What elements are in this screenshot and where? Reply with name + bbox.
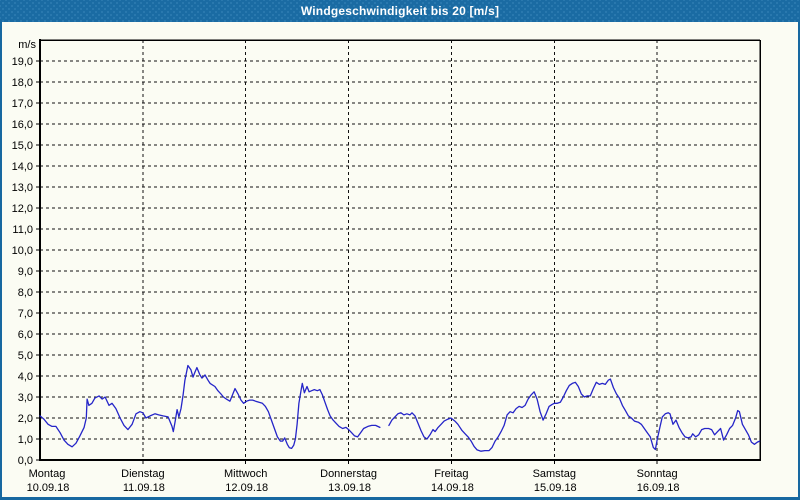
window-border-left bbox=[0, 22, 2, 500]
day-name-label: Donnerstag bbox=[320, 468, 377, 480]
y-tick-label: 1,0 bbox=[18, 434, 33, 446]
y-tick-label: 8,0 bbox=[18, 287, 33, 299]
day-name-label: Sonntag bbox=[637, 468, 678, 480]
title-bar: Windgeschwindigkeit bis 20 [m/s] bbox=[0, 0, 800, 22]
y-tick-label: 17,0 bbox=[12, 98, 33, 110]
y-tick-label: 15,0 bbox=[12, 140, 33, 152]
y-tick-label: 13,0 bbox=[12, 182, 33, 194]
y-tick-label: 9,0 bbox=[18, 266, 33, 278]
day-date-label: 12.09.18 bbox=[225, 482, 268, 494]
y-tick-label: 6,0 bbox=[18, 329, 33, 341]
day-date-label: 13.09.18 bbox=[328, 482, 371, 494]
day-name-label: Mittwoch bbox=[224, 468, 267, 480]
y-tick-label: 19,0 bbox=[12, 56, 33, 68]
y-axis-unit-label: m/s bbox=[18, 39, 36, 51]
day-date-label: 14.09.18 bbox=[431, 482, 474, 494]
wind-speed-series-line bbox=[39, 364, 761, 452]
y-tick-label: 14,0 bbox=[12, 161, 33, 173]
y-tick-label: 16,0 bbox=[12, 119, 33, 131]
y-tick-label: 3,0 bbox=[18, 392, 33, 404]
y-tick-label: 2,0 bbox=[18, 413, 33, 425]
y-tick-label: 12,0 bbox=[12, 203, 33, 215]
wind-speed-line-chart: 0,0 1,0 2,0 3,0 4,0 5,0 6,0 7,0 8,0 9,0 10,0 11,0 12… bbox=[12, 39, 761, 494]
y-tick-label: 4,0 bbox=[18, 371, 33, 383]
y-tick-label: 7,0 bbox=[18, 308, 33, 320]
y-tick-label: 18,0 bbox=[12, 77, 33, 89]
day-name-label: Dienstag bbox=[121, 468, 164, 480]
day-name-label: Samstag bbox=[533, 468, 576, 480]
y-tick-label: 5,0 bbox=[18, 350, 33, 362]
day-name-label: Freitag bbox=[434, 468, 468, 480]
window-title: Windgeschwindigkeit bis 20 [m/s] bbox=[300, 4, 500, 18]
day-name-label: Montag bbox=[29, 468, 66, 480]
y-tick-label: 0,0 bbox=[18, 455, 33, 467]
day-date-label: 15.09.18 bbox=[534, 482, 577, 494]
day-date-label: 10.09.18 bbox=[27, 482, 70, 494]
window-border-right bbox=[798, 22, 800, 500]
day-date-label: 16.09.18 bbox=[637, 482, 680, 494]
y-tick-label: 11,0 bbox=[12, 224, 33, 236]
window-border-bottom bbox=[0, 497, 800, 500]
day-date-label: 11.09.18 bbox=[123, 482, 165, 494]
y-tick-label: 10,0 bbox=[12, 245, 33, 257]
